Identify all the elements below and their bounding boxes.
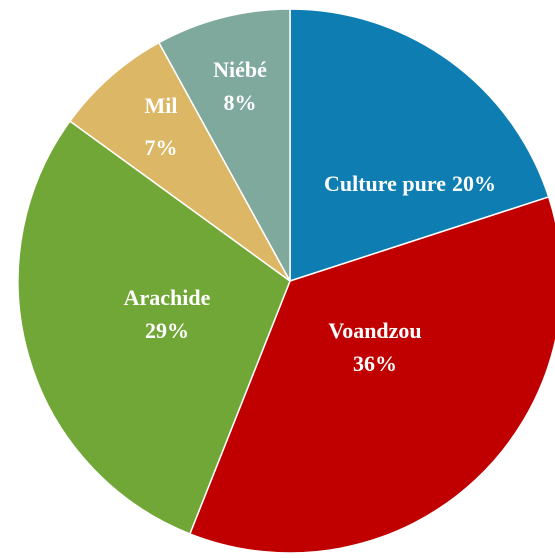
slice-name: Mil	[145, 93, 178, 118]
slice-value: 8%	[224, 90, 257, 115]
slice-value: 20%	[452, 171, 496, 196]
slice-value: 36%	[353, 351, 397, 376]
slice-value: 29%	[145, 318, 189, 343]
pie-slice	[157, 8, 291, 282]
pie-slice	[289, 8, 550, 283]
slice-name: Arachide	[124, 285, 211, 310]
slice-label: Culture pure 20%	[324, 171, 496, 196]
slice-name: Niébé	[213, 57, 267, 82]
slice-name: Culture pure	[324, 171, 446, 196]
pie-slice	[68, 41, 291, 282]
slice-name: Voandzou	[328, 318, 421, 343]
pie-slice	[17, 120, 291, 535]
slice-value: 7%	[145, 135, 178, 160]
pie-slice	[188, 196, 555, 554]
